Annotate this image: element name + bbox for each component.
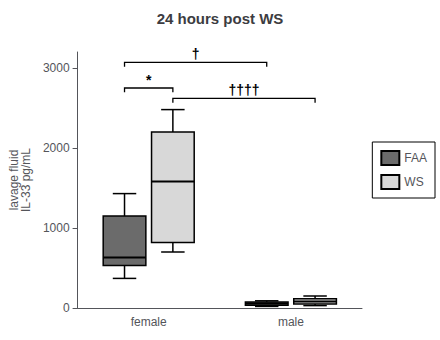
svg-text:*: * <box>146 72 152 88</box>
svg-text:†: † <box>192 46 200 62</box>
svg-text:24 hours post WS: 24 hours post WS <box>157 10 284 27</box>
svg-text:WS: WS <box>404 175 423 189</box>
svg-text:male: male <box>278 315 304 329</box>
svg-text:††††: †††† <box>228 82 259 98</box>
svg-text:FAA: FAA <box>404 151 427 165</box>
svg-text:lavage fluid: lavage fluid <box>7 149 21 211</box>
svg-text:2000: 2000 <box>43 141 70 155</box>
svg-text:0: 0 <box>63 301 70 315</box>
svg-text:female: female <box>131 315 167 329</box>
svg-text:IL-33 pg/mL: IL-33 pg/mL <box>19 148 33 212</box>
svg-text:1000: 1000 <box>43 221 70 235</box>
svg-text:3000: 3000 <box>43 61 70 75</box>
